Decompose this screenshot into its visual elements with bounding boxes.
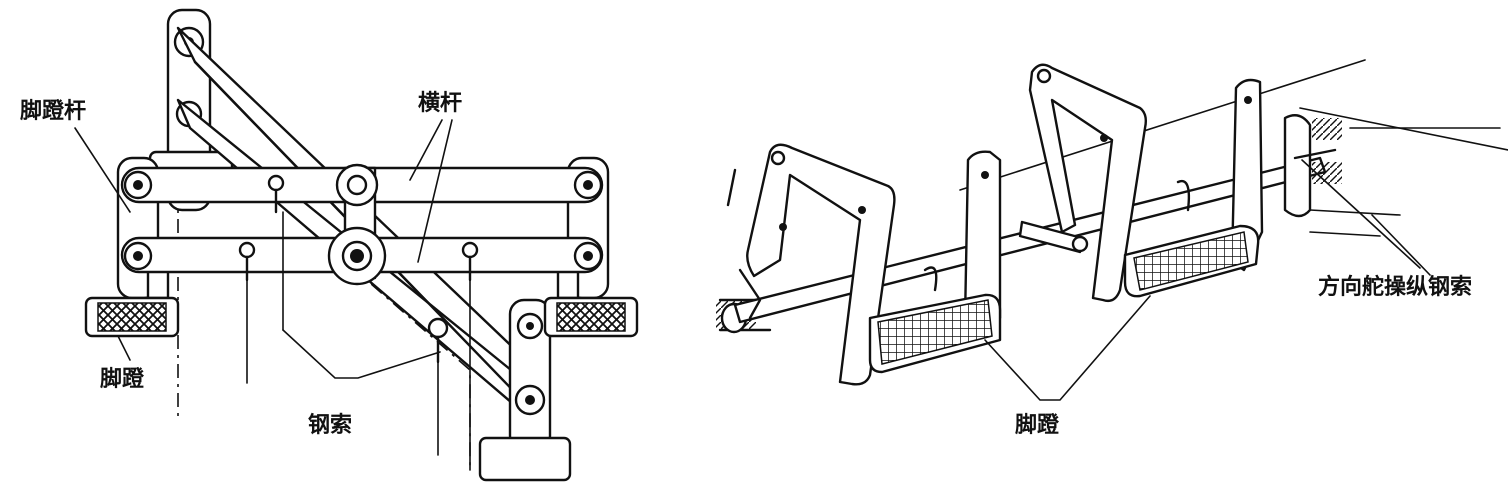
left-pedal-linkage-diagram: 脚蹬杆 横杆 脚蹬 钢索: [20, 8, 639, 482]
foot-pedal-right-side-right: [1123, 224, 1260, 298]
cable-pins: [238, 174, 479, 364]
leader-pedal-bar: [74, 127, 131, 213]
pedal-block-rotated: [478, 436, 572, 482]
foot-pedal-left: [84, 296, 180, 338]
wall-mount-right: [1283, 114, 1342, 218]
rudder-cable-upper: [959, 59, 1366, 191]
label-cable: 钢索: [308, 412, 352, 438]
leader-rudder-cable: [1301, 159, 1431, 276]
leader-cable: [282, 329, 441, 379]
leader-pedal-left: [117, 335, 131, 361]
label-crossbar: 横杆: [418, 91, 462, 116]
pedal-arm-left: [726, 143, 896, 386]
cables: [246, 211, 471, 471]
leader-crossbar: [409, 119, 453, 263]
label-pedal-left: 脚蹬: [100, 367, 145, 392]
label-pedal-right: 脚蹬: [1015, 413, 1060, 438]
foot-pedal-right-side-left: [868, 293, 1002, 374]
right-pedal-perspective-diagram: 脚蹬 方向舵操纵钢索: [716, 59, 1508, 438]
rotation-arrow-left: [923, 266, 938, 292]
foot-pedal-right: [543, 296, 639, 338]
leader-pedals-right: [984, 295, 1151, 401]
rotation-arrow-right: [1176, 179, 1191, 212]
wall-mount-left: [716, 298, 772, 334]
pedal-arm-right: [1028, 63, 1148, 303]
crossbar-horizontal: [120, 163, 604, 286]
motion-arrow-left: [726, 168, 737, 207]
label-pedal-bar: 脚蹬杆: [20, 99, 86, 124]
pedal-bar-rotated-bottom: [478, 298, 572, 482]
label-rudder-cable: 方向舵操纵钢索: [1318, 274, 1472, 300]
